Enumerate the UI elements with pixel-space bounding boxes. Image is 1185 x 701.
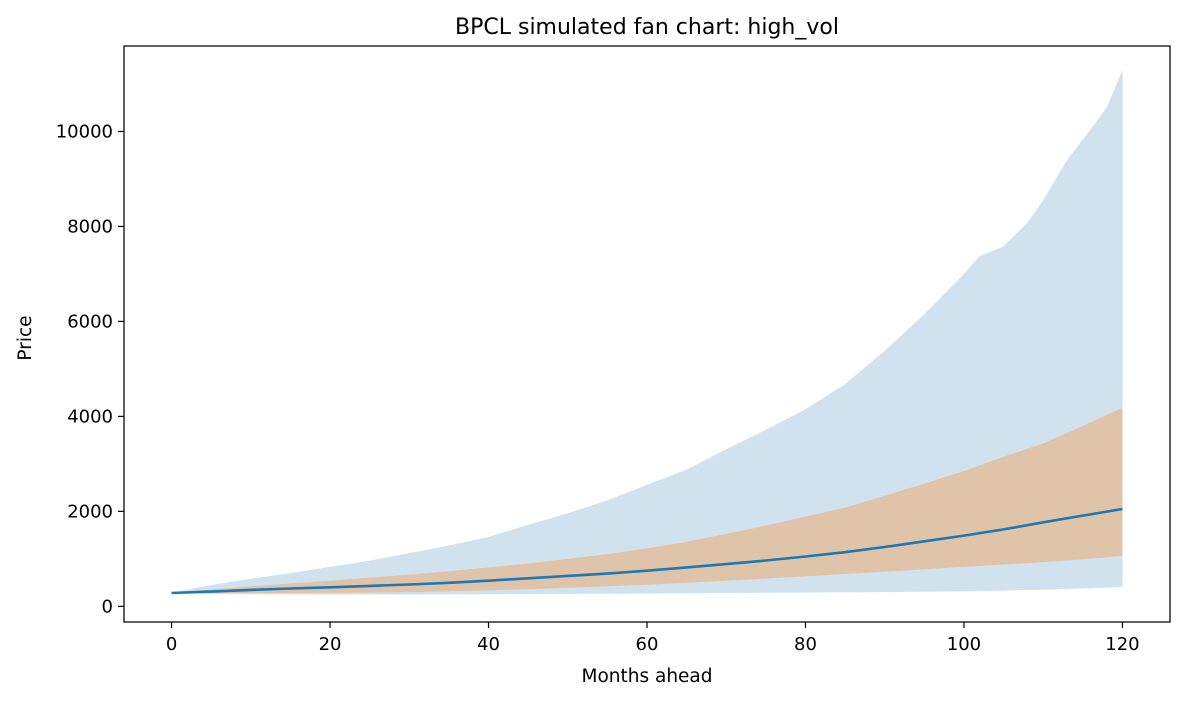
fan-band-0: [171, 69, 1123, 595]
y-tick-label: 0: [102, 596, 113, 617]
y-axis-title: Price: [15, 315, 36, 360]
y-axis: 0 2000 4000 6000 8000 10000: [56, 121, 124, 617]
y-tick-label: 6000: [67, 311, 113, 332]
y-tick-label: 2000: [67, 501, 113, 522]
plot-layer: [171, 69, 1123, 595]
chart-title: BPCL simulated fan chart: high_vol: [455, 15, 839, 40]
x-tick-label: 60: [636, 634, 659, 655]
x-tick-label: 120: [1105, 634, 1139, 655]
x-tick-label: 100: [947, 634, 981, 655]
median-line: [171, 507, 1123, 595]
y-tick-label: 10000: [56, 121, 113, 142]
x-tick-label: 20: [319, 634, 342, 655]
x-tick-label: 40: [477, 634, 500, 655]
x-tick-label: 0: [166, 634, 177, 655]
x-axis: 0 20 40 60 80 100 120: [166, 622, 1140, 655]
x-tick-label: 80: [794, 634, 817, 655]
y-tick-label: 4000: [67, 406, 113, 427]
x-axis-title: Months ahead: [581, 666, 712, 687]
y-tick-label: 8000: [67, 216, 113, 237]
